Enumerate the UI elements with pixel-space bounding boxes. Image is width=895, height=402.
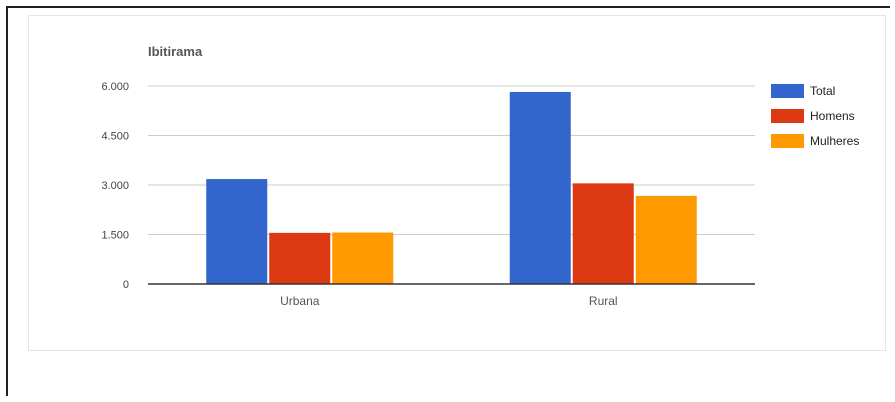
bar-mulheres-rural bbox=[635, 195, 697, 284]
legend-label-mulheres: Mulheres bbox=[810, 134, 859, 148]
chart-title: Ibitirama bbox=[148, 44, 203, 59]
legend-label-total: Total bbox=[810, 84, 835, 98]
y-tick-label: 4.500 bbox=[101, 131, 129, 143]
y-tick-label: 0 bbox=[123, 279, 129, 291]
y-tick-labels: 0 1.500 3.000 4.500 6.000 bbox=[101, 81, 129, 291]
legend-label-homens: Homens bbox=[810, 109, 855, 123]
screenshot-frame bbox=[6, 6, 890, 396]
bars bbox=[206, 91, 697, 284]
bar-total-urbana bbox=[206, 179, 268, 284]
category-labels: Urbana Rural bbox=[280, 294, 618, 308]
legend-swatch-total bbox=[771, 84, 804, 98]
bar-homens-rural bbox=[572, 183, 634, 284]
y-tick-label: 1.500 bbox=[101, 230, 129, 242]
bar-mulheres-urbana bbox=[332, 232, 394, 284]
legend-swatch-mulheres bbox=[771, 134, 804, 148]
bar-total-rural bbox=[509, 91, 571, 284]
category-label: Rural bbox=[589, 294, 618, 308]
y-tick-label: 3.000 bbox=[101, 180, 129, 192]
legend: Total Homens Mulheres bbox=[771, 84, 859, 148]
legend-swatch-homens bbox=[771, 109, 804, 123]
chart-card bbox=[28, 15, 886, 351]
bar-homens-urbana bbox=[269, 232, 331, 284]
y-tick-label: 6.000 bbox=[101, 81, 129, 93]
category-label: Urbana bbox=[280, 294, 320, 308]
